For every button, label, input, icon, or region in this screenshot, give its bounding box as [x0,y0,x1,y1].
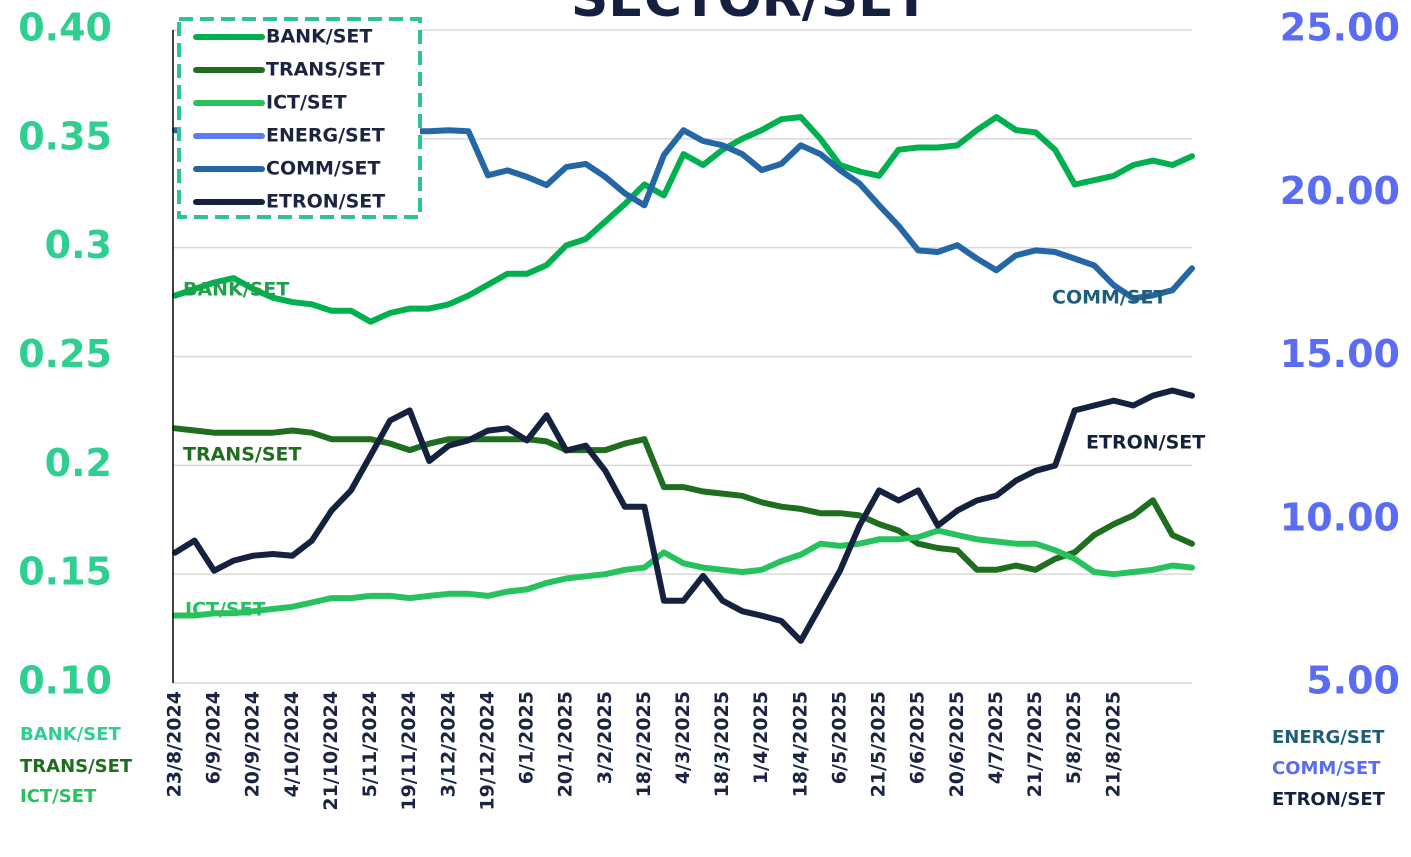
y2-tick-label: 25.00 [1280,6,1400,50]
annotation: ETRON/SET [1086,432,1205,454]
x-tick-label: 21/10/2024 [320,691,342,811]
series-line [172,425,1195,573]
x-tick-label: 3/12/2024 [437,691,459,797]
y-tick-label: 0.3 [45,223,112,267]
y-axis-series: BANK/SET [20,724,121,745]
legend-label: BANK/SET [266,26,372,48]
x-tick-label: 19/12/2024 [476,691,498,811]
y-tick-label: 0.10 [18,659,112,703]
y2-tick-label: 10.00 [1280,495,1400,539]
x-tick-label: 23/8/2024 [164,691,186,797]
legend: BANK/SET TRANS/SET ICT/SET ENERG/SET COMM/SE… [193,26,385,213]
legend-label: COMM/SET [266,158,381,180]
annotation: TRANS/SET [183,444,301,466]
legend-label: ETRON/SET [266,191,385,213]
x-tick-label: 20/6/2025 [946,691,968,797]
x-tick-label: 19/11/2024 [398,691,420,811]
chart-title: SECTOR/SET [571,0,930,29]
annotation: COMM/SET [1052,287,1167,309]
x-tick-label: 1/4/2025 [750,691,772,784]
y-tick-label: 0.40 [18,6,112,50]
series-line [172,527,1195,619]
annotation: ICT/SET [185,599,266,621]
x-tick-label: 4/3/2025 [672,691,694,784]
x-tick-label: 4/7/2025 [985,691,1007,784]
x-tick-label: 18/4/2025 [789,691,811,797]
y-tick-label: 0.15 [18,550,112,594]
y-tick-label: 0.35 [18,114,112,158]
y-tick-label: 0.2 [45,441,112,485]
x-tick-label: 6/5/2025 [828,691,850,784]
y-axis-series: ICT/SET [20,786,97,807]
x-tick-label: 21/8/2025 [1102,691,1124,797]
annotation: BANK/SET [183,279,289,301]
x-tick-label: 6/1/2025 [516,691,538,784]
series-line [172,114,1195,325]
y2-axis-series: ETRON/SET [1272,789,1386,810]
x-tick-label: 21/5/2025 [868,691,890,797]
x-tick-label: 5/8/2025 [1063,691,1085,784]
x-tick-label: 21/7/2025 [1024,691,1046,797]
x-tick-label: 6/6/2025 [907,691,929,784]
x-tick-label: 3/2/2025 [594,691,616,784]
y2-tick-label: 20.00 [1280,169,1400,213]
y2-tick-label: 15.00 [1280,332,1400,376]
x-tick-label: 5/11/2024 [359,691,381,797]
x-tick-label: 4/10/2024 [281,691,303,797]
x-tick-label: 18/2/2025 [633,691,655,797]
legend-box [177,17,422,219]
y2-axis-series: ENERG/SET [1272,727,1385,748]
x-tick-label: 20/9/2024 [242,691,264,797]
series-line [172,387,1195,644]
x-tick-label: 20/1/2025 [555,691,577,797]
y-tick-label: 0.25 [18,332,112,376]
legend-label: ENERG/SET [266,125,385,147]
x-tick-label: 18/3/2025 [711,691,733,797]
y-axis-series: TRANS/SET [20,756,133,777]
y2-axis-series: COMM/SET [1272,758,1381,779]
x-tick-label: 6/9/2024 [203,691,225,784]
legend-label: ICT/SET [266,92,347,114]
legend-label: TRANS/SET [266,59,384,81]
y2-tick-label: 5.00 [1306,659,1400,703]
